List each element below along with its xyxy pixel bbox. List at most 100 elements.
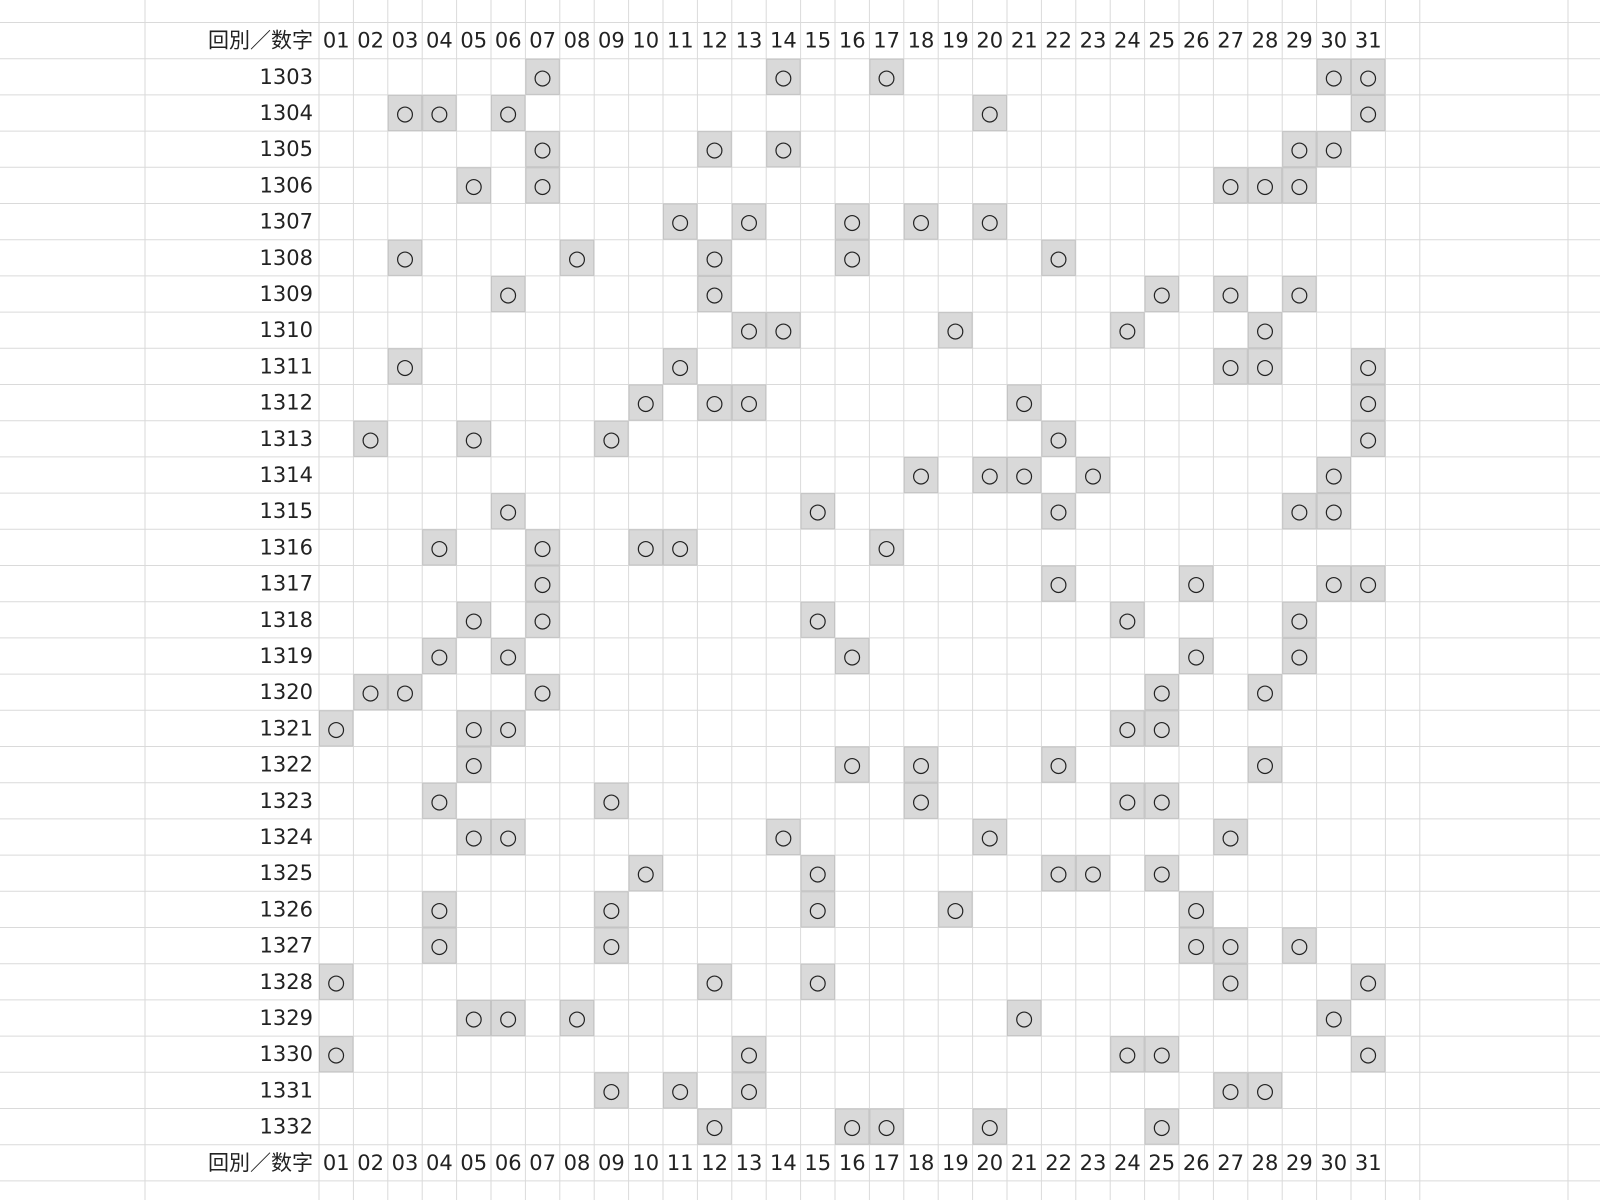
mark: ○ <box>637 391 655 415</box>
marked-cell <box>1351 58 1386 95</box>
mark: ○ <box>533 680 551 704</box>
mark: ○ <box>568 1006 586 1030</box>
marked-cell <box>525 167 560 204</box>
column-label: 25 <box>1148 1151 1175 1175</box>
mark: ○ <box>877 65 895 89</box>
mark: ○ <box>602 897 620 921</box>
marked-cell <box>1316 131 1351 168</box>
marked-cell <box>456 999 492 1037</box>
row-label: 1325 <box>260 861 313 885</box>
column-label: 31 <box>1355 1151 1382 1175</box>
column-label: 16 <box>839 1151 866 1175</box>
mark: ○ <box>1256 1078 1274 1102</box>
mark: ○ <box>1221 970 1239 994</box>
marked-cell <box>1247 167 1283 204</box>
mark: ○ <box>774 137 792 161</box>
marked-cell <box>663 348 698 385</box>
mark: ○ <box>430 934 448 958</box>
row-label: 1319 <box>260 644 313 668</box>
mark: ○ <box>809 970 827 994</box>
mark: ○ <box>361 680 379 704</box>
marked-cell <box>594 1072 629 1109</box>
marked-cell <box>938 312 973 349</box>
marked-cell <box>1247 674 1283 711</box>
marked-cell <box>491 999 526 1037</box>
row-label: 1316 <box>260 535 313 559</box>
marked-cell <box>731 1072 767 1109</box>
marked-cell <box>422 637 457 675</box>
column-label: 05 <box>460 29 487 53</box>
mark: ○ <box>877 1115 895 1139</box>
column-label: 27 <box>1217 1151 1244 1175</box>
marked-cell <box>456 601 492 638</box>
marked-cell <box>1144 674 1179 711</box>
marked-cell <box>1282 493 1317 530</box>
marked-cell <box>559 999 595 1037</box>
row-label: 1326 <box>260 897 313 921</box>
row-label: 1306 <box>260 173 313 197</box>
column-label: 21 <box>1011 29 1038 53</box>
mark: ○ <box>1187 644 1205 668</box>
mark: ○ <box>568 246 586 270</box>
row-label: 1309 <box>260 282 313 306</box>
mark: ○ <box>671 535 689 559</box>
column-label: 29 <box>1286 1151 1313 1175</box>
marked-cell <box>697 239 732 276</box>
column-label: 15 <box>804 29 831 53</box>
marked-cell <box>1282 275 1317 313</box>
mark: ○ <box>912 753 930 777</box>
marked-cell <box>628 855 663 892</box>
mark: ○ <box>499 282 517 306</box>
mark: ○ <box>946 897 964 921</box>
marked-cell <box>1007 456 1042 494</box>
marked-cell <box>903 456 939 494</box>
mark: ○ <box>981 210 999 234</box>
column-label: 25 <box>1148 29 1175 53</box>
column-label: 26 <box>1183 1151 1210 1175</box>
mark: ○ <box>396 101 414 125</box>
marked-cell <box>491 818 526 856</box>
mark: ○ <box>1084 861 1102 885</box>
mark: ○ <box>1118 789 1136 813</box>
marked-cell <box>1179 637 1214 675</box>
mark: ○ <box>327 970 345 994</box>
mark: ○ <box>705 391 723 415</box>
mark: ○ <box>912 210 930 234</box>
mark: ○ <box>1153 680 1171 704</box>
row-label: 1307 <box>260 210 313 234</box>
column-label: 13 <box>736 1151 763 1175</box>
marked-cell <box>525 131 560 168</box>
mark: ○ <box>1325 1006 1343 1030</box>
marked-cell <box>594 927 629 964</box>
mark: ○ <box>1325 137 1343 161</box>
column-label: 01 <box>323 1151 350 1175</box>
marked-cell <box>869 529 904 566</box>
mark: ○ <box>1256 680 1274 704</box>
mark: ○ <box>1187 572 1205 596</box>
column-label: 19 <box>942 29 969 53</box>
marked-cell <box>869 58 904 95</box>
column-label: 21 <box>1011 1151 1038 1175</box>
marked-cell <box>353 420 388 457</box>
mark: ○ <box>1290 282 1308 306</box>
mark: ○ <box>602 789 620 813</box>
marked-cell <box>1247 348 1283 385</box>
mark: ○ <box>1359 1042 1377 1066</box>
column-label: 01 <box>323 29 350 53</box>
mark: ○ <box>1256 354 1274 378</box>
column-label: 11 <box>667 1151 694 1175</box>
marked-cell <box>1316 456 1351 494</box>
mark: ○ <box>1153 716 1171 740</box>
mark: ○ <box>1325 463 1343 487</box>
column-label: 28 <box>1252 1151 1279 1175</box>
marked-cell <box>766 312 801 349</box>
column-label: 10 <box>632 29 659 53</box>
mark: ○ <box>499 825 517 849</box>
marked-cell <box>422 891 457 928</box>
column-label: 28 <box>1252 29 1279 53</box>
marked-cell <box>1144 1036 1179 1073</box>
mark: ○ <box>1359 970 1377 994</box>
mark: ○ <box>1049 572 1067 596</box>
mark: ○ <box>1221 1078 1239 1102</box>
row-label: 1308 <box>260 246 313 270</box>
